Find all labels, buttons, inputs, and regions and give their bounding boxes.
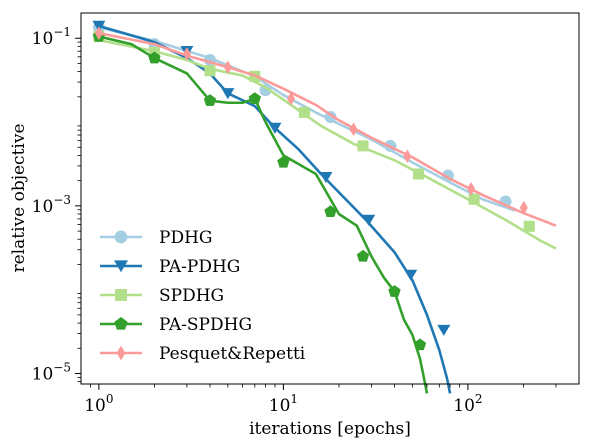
data-point-marker [356,249,370,262]
data-point-marker [223,60,232,75]
legend-label: PA-PDHG [159,257,240,277]
series-pesquet-repetti [94,26,557,227]
legend-item: PA-SPDHG [100,315,252,335]
data-point-marker [467,181,476,196]
data-point-marker [404,269,418,281]
series-line [98,31,557,227]
data-point-marker [182,47,191,61]
series-line [98,35,429,394]
data-point-marker [403,149,412,164]
legend-label: Pesquet&Repetti [159,344,306,364]
data-point-marker [468,193,480,205]
data-point-marker [319,171,333,184]
legend-marker [114,260,128,273]
data-point-marker [148,51,161,64]
x-axis-label: iterations [epochs] [249,419,411,439]
data-point-marker [362,214,376,226]
legend-item: PDHG [100,228,212,248]
x-tick-label: 101 [269,392,298,416]
data-point-marker [388,285,401,297]
legend-label: SPDHG [159,286,224,306]
data-point-marker [248,92,261,104]
y-tick-label: 10−3 [32,193,71,217]
data-point-marker [94,26,103,40]
plot-frame [80,12,580,385]
data-point-marker [92,20,106,32]
x-tick-label: 102 [453,392,482,416]
ticks-layer: 100 101 102 10−1 10−3 10−5 [32,25,557,416]
legend: PDHG PA-PDHG SPDHG PA-SPDHG Pesquet&Repetti [100,228,306,364]
legend-marker [115,289,127,301]
legend-marker [114,230,128,244]
legend-label: PA-SPDHG [159,315,252,335]
data-point-marker [298,106,310,119]
data-point-marker [287,91,296,106]
data-point-marker [203,94,217,106]
legend-marker [116,345,126,361]
x-tick-label: 100 [84,392,113,416]
data-point-marker [413,338,427,351]
data-point-marker [324,205,337,218]
data-point-marker [277,155,290,168]
legend-marker [114,317,128,330]
data-point-marker [519,200,528,215]
y-axis-label: relative objective [9,124,29,273]
data-point-marker [221,88,235,100]
data-point-marker [268,122,282,134]
series-layer [92,20,557,394]
legend-item: SPDHG [100,286,224,306]
legend-item: PA-PDHG [100,257,240,277]
series-line [98,38,557,250]
legend-label: PDHG [159,228,212,248]
data-point-marker [357,140,369,152]
data-point-marker [437,324,451,336]
legend-item: Pesquet&Repetti [100,344,306,364]
y-tick-label: 10−5 [32,361,71,385]
data-point-marker [204,65,216,77]
y-tick-label: 10−1 [32,25,71,49]
data-point-marker [413,168,425,180]
data-point-marker [523,220,535,232]
data-point-marker [349,122,358,137]
